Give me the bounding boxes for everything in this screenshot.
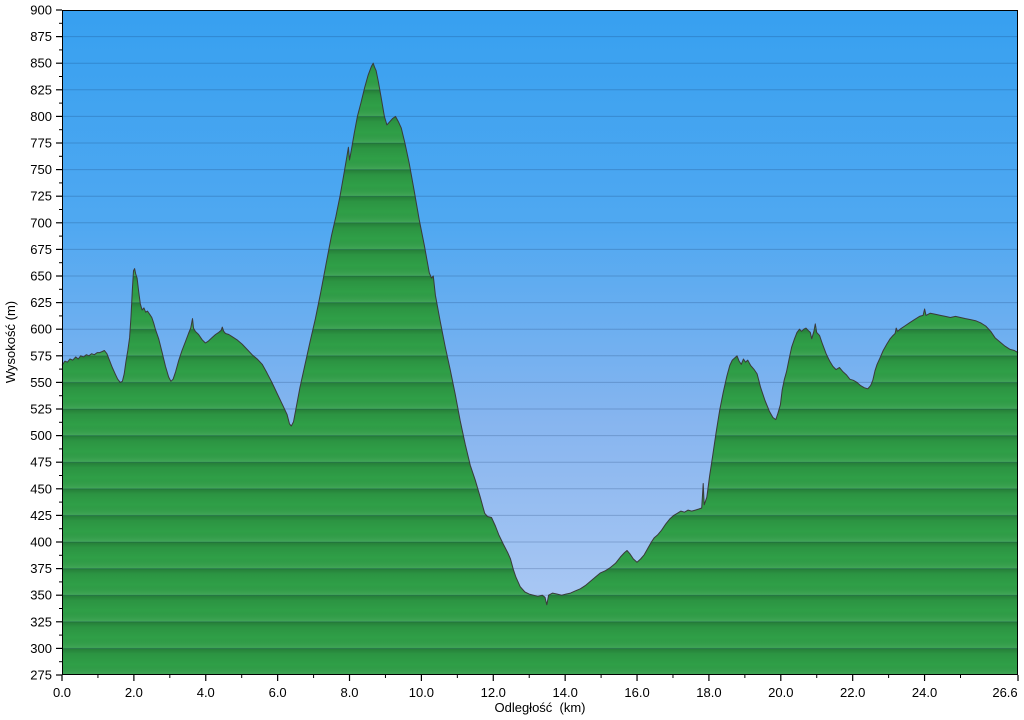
x-axis-ticks — [61, 675, 1019, 681]
x-tick-label: 20.0 — [768, 685, 793, 700]
y-tick-label: 325 — [30, 614, 52, 629]
y-axis-ticks — [56, 9, 62, 676]
x-tick-label: 26.6 — [992, 685, 1017, 700]
y-tick-label: 400 — [30, 535, 52, 550]
y-tick-label: 450 — [30, 481, 52, 496]
y-tick-label: 750 — [30, 162, 52, 177]
y-tick-label: 800 — [30, 109, 52, 124]
y-axis-title: Wysokość (m) — [3, 301, 18, 383]
plot-area: 900 875 850 825 800 775 750 725 700 675 650 625 600 5… — [30, 3, 1019, 700]
y-tick-label: 275 — [30, 668, 52, 683]
y-tick-label: 850 — [30, 56, 52, 71]
x-tick-label: 14.0 — [553, 685, 578, 700]
x-tick-label: 0.0 — [53, 685, 71, 700]
y-tick-label: 650 — [30, 269, 52, 284]
gridlines — [62, 36, 1018, 649]
y-tick-label: 300 — [30, 641, 52, 656]
y-tick-label: 525 — [30, 402, 52, 417]
terrain-outline — [61, 62, 1019, 606]
x-tick-label: 16.0 — [624, 685, 649, 700]
y-tick-label: 600 — [30, 322, 52, 337]
y-tick-label: 625 — [30, 295, 52, 310]
x-tick-label: 8.0 — [340, 685, 358, 700]
x-tick-label: 10.0 — [409, 685, 434, 700]
x-axis-labels: 0.0 2.0 4.0 6.0 8.0 10.0 12.0 14.0 16.0 18.0 20.0 2… — [53, 685, 1018, 700]
y-tick-label: 350 — [30, 588, 52, 603]
y-tick-label: 575 — [30, 348, 52, 363]
y-tick-label: 900 — [30, 3, 52, 18]
y-axis-labels: 900 875 850 825 800 775 750 725 700 675 650 625 600 5… — [30, 3, 52, 683]
x-tick-label: 4.0 — [197, 685, 215, 700]
y-tick-label: 500 — [30, 428, 52, 443]
y-tick-label: 725 — [30, 189, 52, 204]
y-tick-label: 375 — [30, 561, 52, 576]
x-tick-label: 24.0 — [912, 685, 937, 700]
y-tick-label: 425 — [30, 508, 52, 523]
y-tick-label: 700 — [30, 215, 52, 230]
y-tick-label: 550 — [30, 375, 52, 390]
x-tick-label: 6.0 — [269, 685, 287, 700]
x-axis-title: Odległość (km) — [494, 700, 585, 715]
y-tick-label: 475 — [30, 455, 52, 470]
x-tick-label: 12.0 — [481, 685, 506, 700]
y-tick-label: 675 — [30, 242, 52, 257]
y-tick-label: 825 — [30, 82, 52, 97]
y-tick-label: 875 — [30, 29, 52, 44]
x-tick-label: 2.0 — [125, 685, 143, 700]
plot-border — [62, 10, 1018, 675]
x-tick-label: 18.0 — [696, 685, 721, 700]
y-tick-label: 775 — [30, 136, 52, 151]
x-tick-label: 22.0 — [840, 685, 865, 700]
